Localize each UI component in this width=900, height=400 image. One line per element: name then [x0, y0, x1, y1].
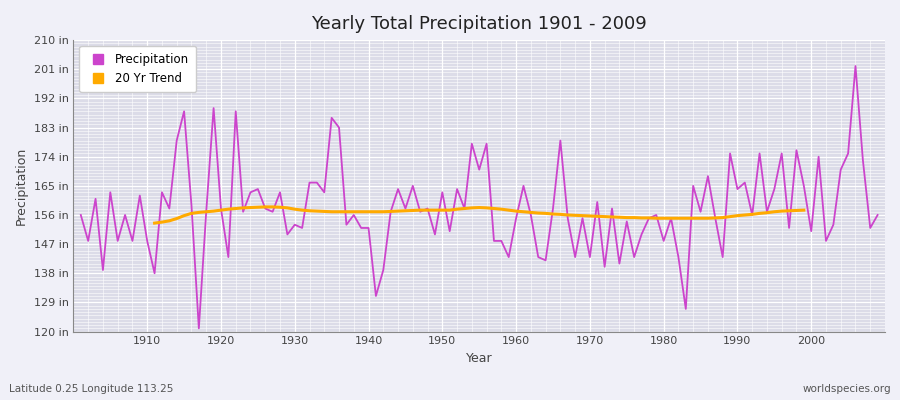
Legend: Precipitation, 20 Yr Trend: Precipitation, 20 Yr Trend	[79, 46, 196, 92]
Y-axis label: Precipitation: Precipitation	[15, 147, 28, 225]
Title: Yearly Total Precipitation 1901 - 2009: Yearly Total Precipitation 1901 - 2009	[311, 15, 647, 33]
Text: worldspecies.org: worldspecies.org	[803, 384, 891, 394]
X-axis label: Year: Year	[466, 352, 492, 365]
Text: Latitude 0.25 Longitude 113.25: Latitude 0.25 Longitude 113.25	[9, 384, 174, 394]
